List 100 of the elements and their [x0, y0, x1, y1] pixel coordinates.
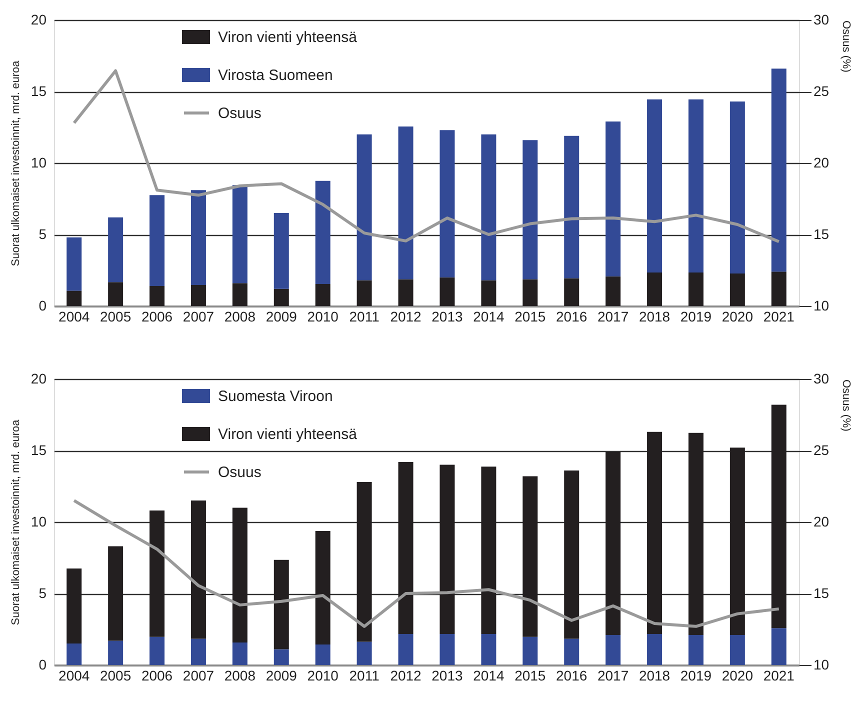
bar: [232, 283, 248, 306]
y-tick-label: 20: [30, 12, 47, 28]
bar: [315, 180, 330, 284]
x-tick-label: 2015: [514, 668, 546, 684]
x-tick-label: 2020: [722, 308, 754, 324]
bar: [771, 272, 786, 306]
bar: [66, 568, 82, 644]
bar: [315, 644, 330, 665]
bar: [398, 279, 414, 306]
bar: [315, 284, 330, 306]
y-tick-label: 10: [30, 154, 47, 170]
y2-tick-label: 15: [814, 585, 830, 601]
x-tick-label: 2010: [307, 308, 339, 324]
y2-axis-title: Osuus (%): [840, 20, 852, 72]
bar: [771, 404, 786, 628]
bar: [150, 510, 165, 637]
y2-tick-label: 10: [814, 656, 830, 672]
y2-axis-title: Osuus (%): [840, 380, 852, 432]
bar: [647, 634, 662, 665]
bar: [274, 288, 289, 306]
bar: [730, 102, 745, 274]
bar: [150, 195, 165, 286]
x-tick-label: 2017: [597, 668, 629, 684]
bar: [647, 99, 662, 273]
bar: [481, 466, 496, 634]
x-tick-label: 2011: [349, 308, 380, 324]
x-tick-label: 2017: [597, 308, 629, 324]
bar: [564, 278, 580, 306]
bar: [190, 190, 206, 285]
bar: [688, 272, 704, 306]
x-tick-label: 2007: [182, 668, 214, 684]
y-axis-title: Suorat ulkomaiset investoinnit, mrd. euroa: [10, 60, 22, 266]
bar: [274, 560, 289, 650]
bar: [564, 470, 580, 639]
bar: [232, 642, 248, 665]
x-tick-label: 2014: [473, 308, 504, 324]
x-tick-label: 2006: [141, 308, 173, 324]
x-tick-label: 2008: [224, 668, 256, 684]
bar: [315, 531, 330, 645]
bar: [398, 462, 414, 634]
x-tick-label: 2018: [638, 668, 670, 684]
bar: [108, 217, 124, 282]
y-tick-label: 15: [30, 83, 47, 99]
bar: [232, 508, 248, 643]
line-series: [72, 499, 780, 628]
x-tick-label: 2019: [680, 668, 712, 684]
y-tick-label: 5: [38, 226, 47, 242]
bar: [190, 284, 206, 306]
bar: [274, 649, 289, 665]
bar: [356, 642, 372, 665]
x-tick-label: 2006: [141, 668, 173, 684]
bar: [232, 185, 248, 284]
x-tick-label: 2013: [432, 308, 464, 324]
legend-label: Viron vienti yhteensä: [218, 29, 358, 46]
x-tick-label: 2008: [224, 308, 256, 324]
bar: [606, 122, 621, 276]
x-tick-label: 2016: [556, 308, 588, 324]
y-tick-label: 20: [30, 370, 47, 386]
bar: [440, 277, 455, 306]
bar: [274, 213, 289, 289]
bar: [730, 634, 745, 665]
x-tick-label: 2021: [763, 668, 795, 684]
x-tick-label: 2018: [638, 308, 670, 324]
bar: [108, 282, 124, 306]
y2-tick-label: 30: [814, 12, 830, 28]
bar: [688, 99, 704, 273]
legend-label: Virosta Suomeen: [218, 67, 333, 84]
bar: [522, 140, 538, 280]
x-tick-label: 2011: [349, 668, 380, 684]
bar: [66, 644, 82, 665]
y2-tick-label: 25: [814, 442, 830, 458]
bar: [356, 134, 372, 280]
y-tick-label: 15: [30, 442, 47, 458]
bar: [564, 638, 580, 665]
x-tick-label: 2019: [680, 308, 712, 324]
bar: [108, 640, 124, 665]
bar: [481, 134, 496, 280]
x-tick-label: 2015: [514, 308, 546, 324]
x-tick-label: 2007: [182, 308, 214, 324]
bar: [522, 636, 538, 665]
x-tick-label: 2013: [432, 668, 464, 684]
bar: [108, 546, 124, 641]
bar: [688, 432, 704, 635]
bar: [730, 274, 745, 306]
bar: [440, 634, 455, 665]
y-tick-label: 0: [38, 656, 47, 672]
y2-tick-label: 15: [814, 226, 830, 242]
bar: [481, 280, 496, 306]
legend-label: Osuus: [218, 464, 262, 481]
x-tick-label: 2016: [556, 668, 588, 684]
x-tick-label: 2012: [390, 668, 422, 684]
x-tick-label: 2009: [266, 308, 298, 324]
bar: [688, 634, 704, 665]
x-tick-label: 2009: [266, 668, 298, 684]
x-tick-label: 2010: [307, 668, 339, 684]
y2-tick-label: 10: [814, 298, 830, 314]
y2-tick-label: 20: [814, 514, 830, 530]
y-tick-label: 0: [38, 298, 47, 314]
bar: [564, 136, 580, 278]
bar: [730, 448, 745, 635]
